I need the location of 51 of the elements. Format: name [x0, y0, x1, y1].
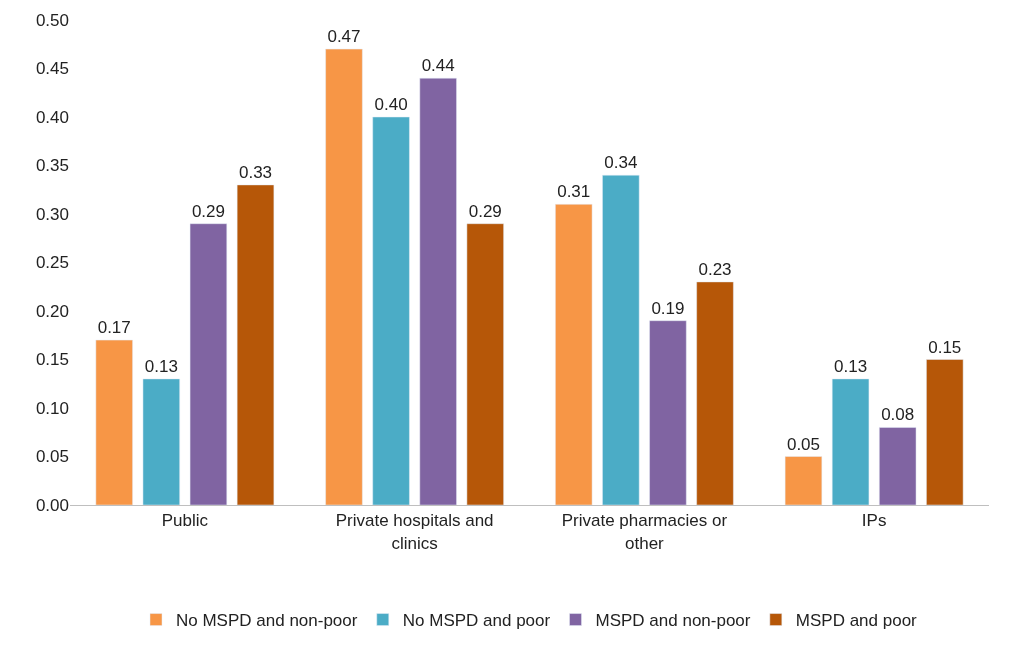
x-tick-label: Public — [161, 511, 209, 531]
data-label: 0.40 — [374, 95, 408, 114]
y-tick-label: 0.00 — [35, 495, 69, 515]
x-tick-label: Private pharmacies or other — [561, 511, 728, 553]
y-tick-label: 0.50 — [35, 10, 69, 30]
bar — [466, 223, 504, 505]
bar — [555, 204, 593, 505]
bar — [419, 77, 457, 505]
data-label: 0.29 — [468, 201, 502, 221]
bar — [372, 116, 410, 505]
bar — [325, 48, 363, 505]
bar — [142, 378, 180, 505]
legend-label: MSPD and non-poor — [595, 611, 751, 631]
bar — [879, 427, 917, 505]
data-label: 0.13 — [834, 356, 868, 376]
y-tick-label: 0.45 — [35, 59, 69, 79]
y-tick-label: 0.15 — [35, 350, 69, 370]
bar — [602, 174, 640, 505]
data-label: 0.19 — [651, 298, 685, 318]
data-label: 0.34 — [604, 153, 638, 173]
legend-label: No MSPD and poor — [402, 611, 551, 631]
y-tick-label: 0.40 — [35, 107, 69, 127]
data-label: 0.23 — [698, 259, 732, 279]
bar — [926, 359, 964, 505]
bar — [95, 339, 133, 505]
data-label: 0.17 — [97, 318, 131, 338]
data-label: 0.33 — [238, 162, 273, 182]
bar — [831, 378, 870, 505]
y-tick-label: 0.30 — [35, 204, 69, 224]
bar — [189, 223, 228, 505]
y-tick-label: 0.35 — [35, 156, 69, 176]
x-tick-label: IPs — [861, 511, 887, 531]
bar — [784, 456, 823, 505]
data-label: 0.05 — [786, 434, 821, 454]
data-label: 0.29 — [191, 201, 225, 221]
y-tick-label: 0.20 — [35, 301, 69, 321]
data-label: 0.13 — [144, 356, 178, 376]
data-label: 0.47 — [327, 27, 361, 47]
legend-label: MSPD and poor — [795, 611, 918, 631]
data-label: 0.44 — [421, 56, 455, 76]
x-tick-label: Private hospitals and clinics — [335, 511, 494, 553]
bar — [236, 184, 275, 505]
bar — [696, 281, 734, 505]
y-tick-label: 0.05 — [35, 447, 69, 467]
y-tick-label: 0.10 — [35, 398, 69, 418]
y-tick-label: 0.25 — [35, 253, 69, 273]
legend-label: No MSPD and non-poor — [176, 611, 358, 631]
data-label: 0.31 — [557, 182, 591, 202]
bar — [649, 320, 687, 505]
data-label: 0.15 — [928, 337, 962, 357]
data-label: 0.08 — [881, 405, 915, 425]
